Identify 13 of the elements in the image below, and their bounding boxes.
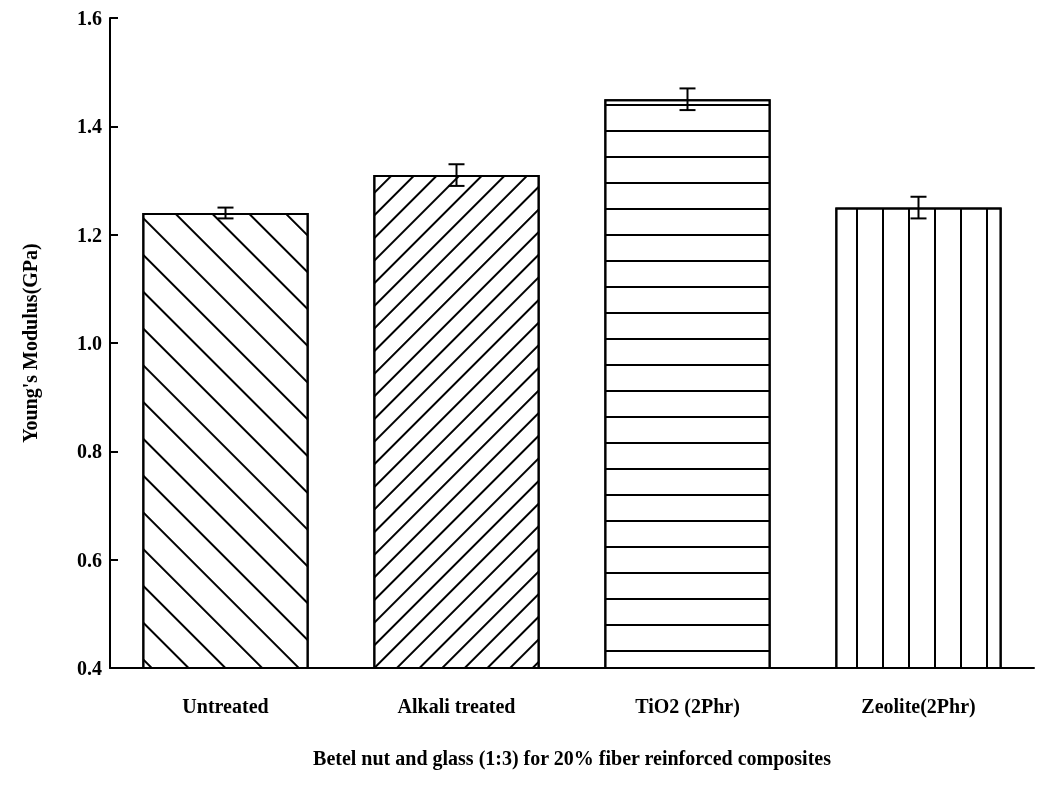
y-tick-label: 1.2 (77, 223, 102, 246)
x-axis-title: Betel nut and glass (1:3) for 20% fiber reinforced composites (313, 747, 832, 770)
x-tick-label: Untreated (182, 695, 269, 717)
y-tick-label: 1.0 (77, 332, 102, 354)
y-tick-label: 1.6 (77, 7, 102, 29)
x-tick-label: Zeolite(2Phr) (861, 695, 976, 718)
y-axis-title: Young's Modulus(GPa) (19, 243, 42, 443)
x-tick-label: Alkali treated (397, 695, 516, 717)
y-tick-label: 0.8 (77, 440, 102, 463)
y-tick-label: 0.6 (77, 548, 102, 571)
x-tick-label: TiO2 (2Phr) (635, 695, 740, 718)
y-tick-label: 0.4 (77, 657, 102, 679)
y-tick-label: 1.4 (77, 115, 102, 138)
